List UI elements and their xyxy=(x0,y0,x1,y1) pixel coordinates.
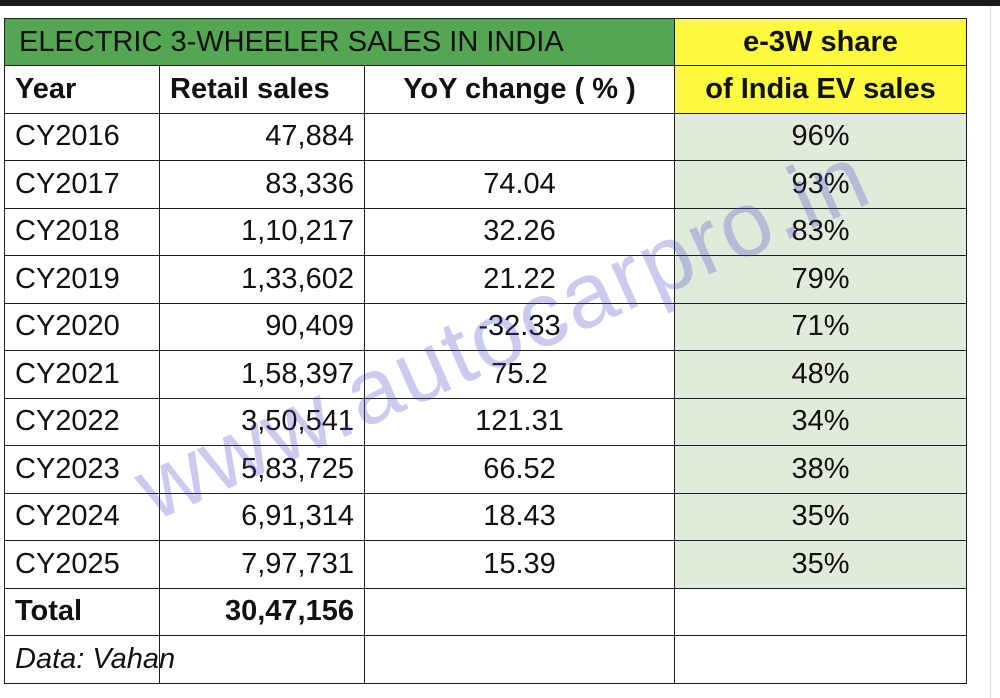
header-year[interactable]: Year xyxy=(4,65,160,114)
cell-share[interactable]: 35% xyxy=(674,492,968,541)
cell-yoy-change[interactable]: 74.04 xyxy=(363,160,676,209)
cell-share[interactable]: 93% xyxy=(674,160,968,209)
table-row: CY2022 3,50,541 121.31 34% xyxy=(4,397,968,446)
table-row: CY2023 5,83,725 66.52 38% xyxy=(4,445,968,494)
cell-share[interactable]: 79% xyxy=(674,255,968,304)
cell-retail-sales[interactable]: 47,884 xyxy=(159,112,365,161)
cell-retail-sales[interactable]: 6,91,314 xyxy=(159,492,365,541)
total-yoy-empty[interactable] xyxy=(363,587,676,636)
source-empty-1[interactable] xyxy=(159,635,365,684)
sales-table: ELECTRIC 3-WHEELER SALES IN INDIA e-3W s… xyxy=(3,18,968,684)
cell-yoy-change[interactable]: 32.26 xyxy=(363,207,676,256)
total-label[interactable]: Total xyxy=(4,587,160,636)
cell-share[interactable]: 48% xyxy=(674,350,968,399)
cell-retail-sales[interactable]: 90,409 xyxy=(159,302,365,351)
cell-share[interactable]: 83% xyxy=(674,207,968,256)
cell-yoy-change[interactable] xyxy=(363,112,676,161)
total-row: Total 30,47,156 xyxy=(4,587,968,636)
table-row: CY2016 47,884 96% xyxy=(4,112,968,161)
cell-year[interactable]: CY2020 xyxy=(4,302,160,351)
cell-retail-sales[interactable]: 1,10,217 xyxy=(159,207,365,256)
cell-retail-sales[interactable]: 7,97,731 xyxy=(159,540,365,589)
source-empty-2[interactable] xyxy=(363,635,676,684)
share-header-line1[interactable]: e-3W share xyxy=(674,18,968,66)
source-empty-3[interactable] xyxy=(674,635,968,684)
table-row: CY2025 7,97,731 15.39 35% xyxy=(4,540,968,589)
cell-year[interactable]: CY2022 xyxy=(4,397,160,446)
table-row: CY2017 83,336 74.04 93% xyxy=(4,160,968,209)
cell-retail-sales[interactable]: 3,50,541 xyxy=(159,397,365,446)
source-row: Data: Vahan xyxy=(4,635,968,684)
cell-yoy-change[interactable]: 66.52 xyxy=(363,445,676,494)
cell-year[interactable]: CY2019 xyxy=(4,255,160,304)
cell-retail-sales[interactable]: 1,33,602 xyxy=(159,255,365,304)
cell-year[interactable]: CY2025 xyxy=(4,540,160,589)
total-share-empty[interactable] xyxy=(674,587,968,636)
cell-share[interactable]: 34% xyxy=(674,397,968,446)
cell-yoy-change[interactable]: 18.43 xyxy=(363,492,676,541)
cell-yoy-change[interactable]: 21.22 xyxy=(363,255,676,304)
cell-share[interactable]: 38% xyxy=(674,445,968,494)
cell-year[interactable]: CY2017 xyxy=(4,160,160,209)
cell-retail-sales[interactable]: 5,83,725 xyxy=(159,445,365,494)
grid-line xyxy=(990,6,991,698)
table-row: CY2020 90,409 -32.33 71% xyxy=(4,302,968,351)
cell-share[interactable]: 35% xyxy=(674,540,968,589)
cell-year[interactable]: CY2018 xyxy=(4,207,160,256)
spreadsheet: ELECTRIC 3-WHEELER SALES IN INDIA e-3W s… xyxy=(0,6,1000,698)
table-row: CY2019 1,33,602 21.22 79% xyxy=(4,255,968,304)
table-row: CY2024 6,91,314 18.43 35% xyxy=(4,492,968,541)
table-row: CY2021 1,58,397 75.2 48% xyxy=(4,350,968,399)
source-note[interactable]: Data: Vahan xyxy=(4,635,175,684)
cell-retail-sales[interactable]: 83,336 xyxy=(159,160,365,209)
table-row: CY2018 1,10,217 32.26 83% xyxy=(4,207,968,256)
cell-share[interactable]: 71% xyxy=(674,302,968,351)
cell-year[interactable]: CY2021 xyxy=(4,350,160,399)
title-row: ELECTRIC 3-WHEELER SALES IN INDIA e-3W s… xyxy=(3,18,968,66)
total-retail-sales[interactable]: 30,47,156 xyxy=(159,587,365,636)
cell-yoy-change[interactable]: 75.2 xyxy=(363,350,676,399)
cell-yoy-change[interactable]: 121.31 xyxy=(363,397,676,446)
cell-year[interactable]: CY2023 xyxy=(4,445,160,494)
table-title[interactable]: ELECTRIC 3-WHEELER SALES IN INDIA xyxy=(3,18,676,66)
cell-year[interactable]: CY2024 xyxy=(4,492,160,541)
header-retail-sales[interactable]: Retail sales xyxy=(159,65,365,114)
cell-year[interactable]: CY2016 xyxy=(4,112,160,161)
header-share[interactable]: of India EV sales xyxy=(674,65,968,114)
header-yoy-change[interactable]: YoY change ( % ) xyxy=(363,65,676,114)
cell-share[interactable]: 96% xyxy=(674,112,968,161)
cell-yoy-change[interactable]: -32.33 xyxy=(363,302,676,351)
cell-yoy-change[interactable]: 15.39 xyxy=(363,540,676,589)
cell-retail-sales[interactable]: 1,58,397 xyxy=(159,350,365,399)
header-row: Year Retail sales YoY change ( % ) of In… xyxy=(4,65,968,114)
